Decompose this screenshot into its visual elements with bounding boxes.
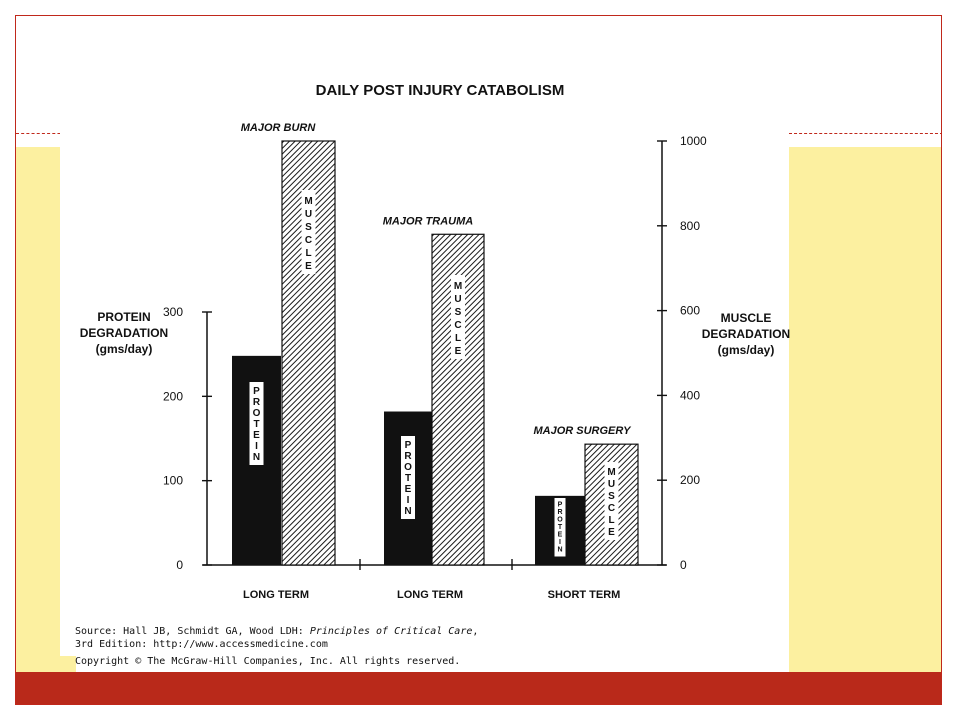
- muscle-bar-label-letter: U: [305, 209, 312, 220]
- source-book-title: Principles of Critical Care: [309, 626, 473, 637]
- muscle-bar-label-box: [301, 190, 316, 274]
- left-axis-label-line: (gms/day): [96, 342, 153, 356]
- muscle-bar-label-letter: E: [608, 527, 615, 538]
- protein-bar-label-letter: N: [253, 452, 260, 463]
- protein-bar-label-letter: R: [404, 451, 412, 462]
- group-label: MAJOR TRAUMA: [383, 215, 473, 227]
- protein-bar-label-letter: N: [404, 506, 411, 517]
- protein-bar-label-box: [249, 382, 264, 465]
- muscle-bar-label-letter: U: [608, 479, 615, 490]
- protein-bar-label-letter: P: [253, 386, 260, 397]
- accent-band-right: [789, 147, 941, 672]
- right-axis-tick-label: 200: [680, 473, 700, 487]
- protein-bar-label-letter: N: [557, 547, 562, 554]
- muscle-bar-label-letter: M: [607, 467, 615, 478]
- right-axis-tick-label: 1000: [680, 134, 707, 148]
- right-axis-tick-label: 400: [680, 388, 700, 402]
- muscle-bar-label-letter: S: [455, 307, 462, 318]
- category-label: SHORT TERM: [548, 589, 621, 601]
- right-axis-label-line: DEGRADATION: [702, 327, 790, 341]
- source-citation: Source: Hall JB, Schmidt GA, Wood LDH: P…: [75, 626, 478, 637]
- protein-bar-label-letter: T: [405, 473, 411, 484]
- muscle-bar-label-letter: L: [305, 248, 311, 259]
- protein-bar-label-letter: R: [557, 509, 562, 516]
- protein-bar-label-letter: E: [253, 430, 260, 441]
- copyright-notice: Copyright © The McGraw-Hill Companies, I…: [75, 656, 461, 667]
- protein-bar-label-letter: O: [404, 462, 412, 473]
- chart-title: DAILY POST INJURY CATABOLISM: [316, 82, 565, 99]
- protein-bar-label-letter: I: [559, 539, 561, 546]
- muscle-bar-label-letter: U: [454, 294, 461, 305]
- group-label: MAJOR BURN: [241, 122, 317, 134]
- right-axis-tick-label: 600: [680, 304, 700, 318]
- muscle-bar-label-letter: E: [455, 346, 462, 357]
- muscle-bar-label-letter: C: [608, 503, 615, 514]
- muscle-bar-label-letter: L: [608, 515, 614, 526]
- left-axis-tick-label: 100: [163, 474, 183, 488]
- left-axis-tick-label: 0: [176, 558, 183, 572]
- divider-line-right: [789, 133, 941, 134]
- protein-bar-label-letter: I: [407, 495, 410, 506]
- muscle-bar-label-letter: C: [454, 320, 461, 331]
- category-label: LONG TERM: [397, 589, 463, 601]
- protein-bar-label-letter: I: [255, 441, 258, 452]
- group-label: MAJOR SURGERY: [534, 425, 633, 437]
- protein-bar-label-letter: O: [557, 517, 563, 524]
- muscle-bar-label-letter: M: [304, 196, 312, 207]
- left-axis-tick-label: 200: [163, 389, 183, 403]
- source-suffix: ,: [472, 626, 479, 637]
- muscle-bar-label-letter: S: [305, 222, 312, 233]
- left-axis-label-line: DEGRADATION: [80, 326, 168, 340]
- muscle-bar-label-letter: E: [305, 261, 312, 272]
- divider-line-left: [16, 133, 76, 134]
- left-axis-label-line: PROTEIN: [97, 310, 150, 324]
- protein-bar-label-box: [401, 436, 415, 519]
- right-axis-tick-label: 0: [680, 558, 687, 572]
- source-edition: 3rd Edition: http://www.accessmedicine.c…: [75, 639, 328, 650]
- protein-bar-label-letter: E: [558, 532, 563, 539]
- muscle-bar-label-letter: L: [455, 333, 461, 344]
- muscle-bar-label-box: [604, 462, 619, 540]
- protein-bar-label-letter: R: [253, 397, 261, 408]
- protein-bar-label-letter: T: [253, 419, 259, 430]
- muscle-bar-label-letter: S: [608, 491, 615, 502]
- protein-bar-label-letter: E: [405, 484, 412, 495]
- right-axis-label-line: (gms/day): [718, 343, 775, 357]
- muscle-bar-label-letter: C: [305, 235, 312, 246]
- right-axis-label-line: MUSCLE: [721, 311, 772, 325]
- protein-bar-label-letter: P: [558, 502, 563, 509]
- muscle-bar-label-letter: M: [454, 281, 462, 292]
- protein-bar-label-box: [554, 498, 566, 557]
- protein-bar-label-letter: P: [405, 440, 412, 451]
- source-prefix: Source: Hall JB, Schmidt GA, Wood LDH:: [75, 626, 310, 637]
- left-axis-tick-label: 300: [163, 305, 183, 319]
- protein-bar-label-letter: T: [558, 524, 563, 531]
- muscle-bar-label-box: [451, 275, 465, 359]
- protein-bar-label-letter: O: [253, 408, 261, 419]
- footer-bar: [16, 672, 941, 704]
- category-label: LONG TERM: [243, 589, 309, 601]
- right-axis-tick-label: 800: [680, 219, 700, 233]
